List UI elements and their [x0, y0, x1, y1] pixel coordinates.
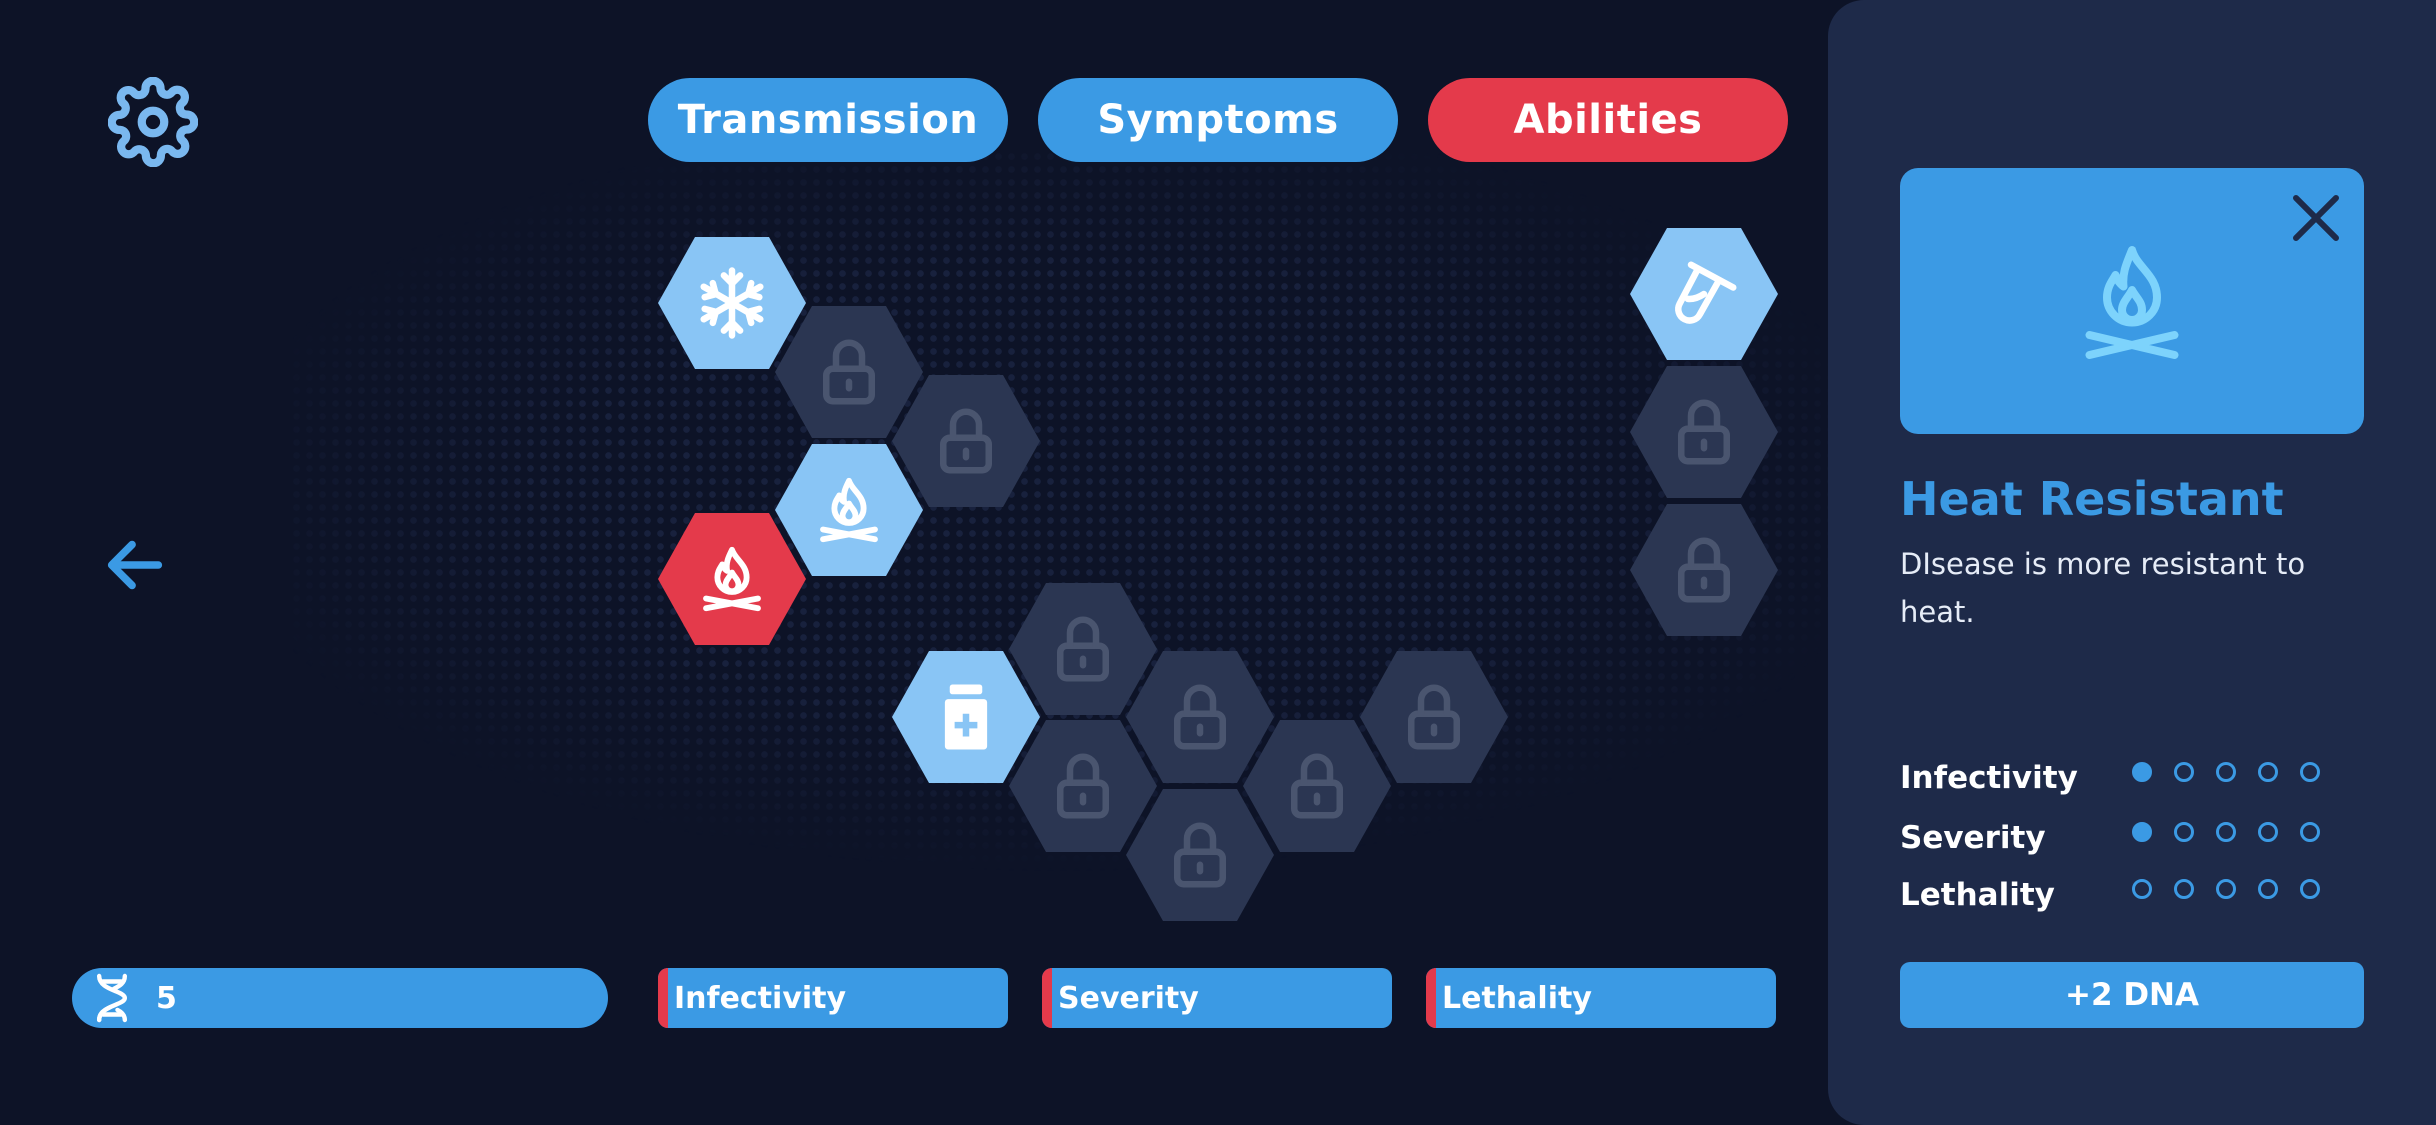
- level-dot-empty: [2132, 879, 2152, 899]
- ability-hex-cold-resistant[interactable]: [658, 237, 806, 369]
- level-dot-empty: [2174, 879, 2194, 899]
- ability-detail-card: [1900, 168, 2364, 434]
- lock-icon: [1057, 753, 1109, 819]
- settings-gear-icon[interactable]: [108, 77, 198, 167]
- ability-title: Heat Resistant: [1900, 472, 2284, 526]
- dna-points-bar: 5: [72, 968, 608, 1028]
- severity-meter: Severity: [1042, 968, 1392, 1028]
- stat-label-lethality: Lethality: [1900, 877, 2055, 913]
- lethality-fill: [1426, 968, 1436, 1028]
- ability-hex-locked[interactable]: [892, 375, 1040, 507]
- level-dot-filled: [2132, 762, 2152, 782]
- level-dot-empty: [2258, 879, 2278, 899]
- tab-abilities[interactable]: Abilities: [1428, 78, 1788, 162]
- level-dot-empty: [2300, 822, 2320, 842]
- infectivity-meter-label: Infectivity: [674, 980, 847, 1016]
- level-dot-empty: [2216, 822, 2236, 842]
- close-icon[interactable]: [2286, 188, 2346, 248]
- lethality-meter: Lethality: [1426, 968, 1776, 1028]
- lock-icon: [1678, 399, 1730, 465]
- level-dot-empty: [2174, 822, 2194, 842]
- lock-icon: [1174, 822, 1226, 888]
- evolve-button[interactable]: +2 DNA: [1900, 962, 2364, 1028]
- level-dot-empty: [2300, 879, 2320, 899]
- tab-transmission[interactable]: Transmission: [648, 78, 1008, 162]
- lock-icon: [823, 339, 875, 405]
- lethality-meter-label: Lethality: [1442, 980, 1592, 1016]
- level-dot-empty: [2300, 762, 2320, 782]
- lock-icon: [940, 408, 992, 474]
- stat-label-severity: Severity: [1900, 820, 2046, 856]
- level-dot-empty: [2216, 762, 2236, 782]
- lock-icon: [1057, 616, 1109, 682]
- level-dot-empty: [2258, 822, 2278, 842]
- ability-description: DIsease is more resistant to heat.: [1900, 547, 2306, 629]
- ability-hex-heat-resistant[interactable]: [775, 444, 923, 576]
- level-dot-empty: [2258, 762, 2278, 782]
- snowflake-icon: [700, 267, 764, 339]
- lock-icon: [1291, 753, 1343, 819]
- infectivity-meter: Infectivity: [658, 968, 1008, 1028]
- campfire-icon: [703, 546, 761, 612]
- ability-hex-locked[interactable]: [775, 306, 923, 438]
- stat-label-infectivity: Infectivity: [1900, 760, 2078, 796]
- lock-icon: [1678, 537, 1730, 603]
- level-dot-filled: [2132, 822, 2152, 842]
- ability-hex-drug-resistant[interactable]: [892, 651, 1040, 783]
- level-dot-empty: [2174, 762, 2194, 782]
- campfire-icon: [820, 477, 878, 543]
- lock-icon: [1174, 684, 1226, 750]
- test-tube-icon: [1675, 261, 1737, 324]
- infectivity-fill: [658, 968, 668, 1028]
- stat-dots-severity: [2132, 822, 2320, 842]
- dna-points-value: 5: [156, 980, 177, 1016]
- stat-dots-lethality: [2132, 879, 2320, 899]
- severity-fill: [1042, 968, 1052, 1028]
- lock-icon: [1408, 684, 1460, 750]
- campfire-icon: [2085, 246, 2179, 359]
- back-arrow-icon[interactable]: [100, 530, 170, 600]
- severity-meter-label: Severity: [1058, 980, 1199, 1016]
- dna-icon: [96, 973, 128, 1023]
- medicine-bottle-icon: [944, 684, 988, 750]
- ability-hex-heat-resistant-selected[interactable]: [658, 513, 806, 645]
- tab-symptoms[interactable]: Symptoms: [1038, 78, 1398, 162]
- stat-dots-infectivity: [2132, 762, 2320, 782]
- level-dot-empty: [2216, 879, 2236, 899]
